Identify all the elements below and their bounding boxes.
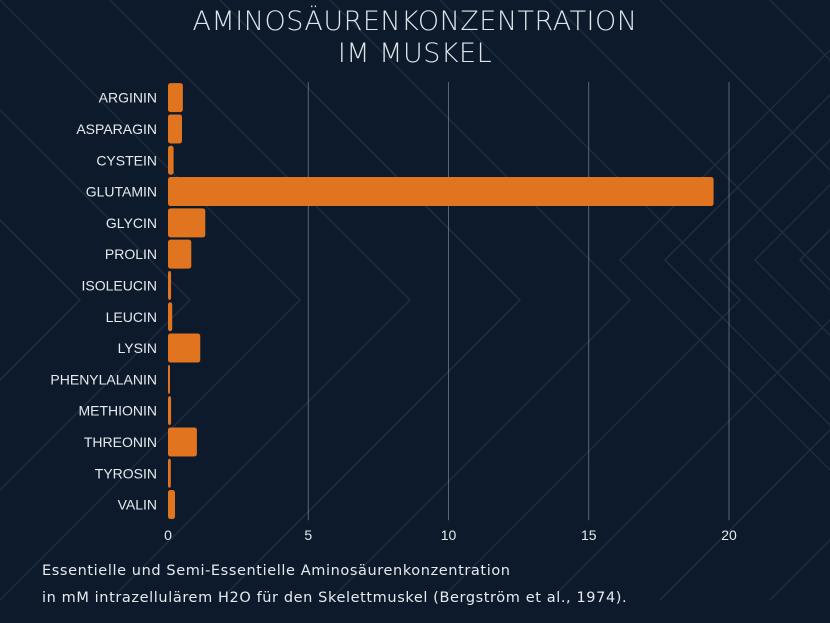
category-label: ASPARAGIN	[76, 121, 157, 137]
background-chevron	[753, 183, 830, 337]
category-label: LEUCIN	[106, 309, 157, 325]
bar-methionin	[168, 396, 172, 426]
bar-asparagin	[168, 114, 183, 144]
category-label: PHENYLALANIN	[50, 371, 157, 387]
category-label: LYSIN	[118, 340, 157, 356]
background-chevron	[549, 0, 830, 601]
background-chevron	[439, 0, 742, 601]
background-chevron	[798, 228, 830, 292]
bar-tyrosin	[168, 458, 171, 488]
bar-glycin	[168, 208, 206, 238]
chart-caption-line-2: in mM intrazellulärem H2O für den Skelet…	[42, 590, 628, 606]
x-tick-label: 20	[721, 527, 737, 543]
category-label: PROLIN	[105, 246, 157, 262]
bar-isoleucin	[168, 270, 172, 300]
background-chevron	[329, 0, 632, 601]
category-label: VALIN	[118, 497, 157, 513]
bar-phenylalanin	[168, 364, 170, 394]
category-label: GLUTAMIN	[86, 184, 157, 200]
bar-leucin	[168, 302, 173, 332]
bar-lysin	[168, 333, 201, 363]
x-tick-label: 0	[164, 527, 172, 543]
chart-title-line-1: AMINOSÄURENKONZENTRATION	[192, 6, 638, 37]
chart-title-line-2: IM MUSKEL	[337, 38, 493, 69]
background-chevron	[663, 93, 830, 427]
bar-prolin	[168, 239, 192, 269]
background-chevron	[0, 0, 302, 601]
bar-glutamin	[168, 177, 714, 207]
category-label: CYSTEIN	[96, 152, 157, 168]
category-label: THREONIN	[84, 434, 157, 450]
x-tick-label: 10	[441, 527, 457, 543]
background-chevron	[0, 218, 82, 382]
bar-valin	[168, 490, 176, 520]
chart-caption-line-1: Essentielle und Semi-Essentielle Aminosä…	[42, 563, 511, 579]
bar-threonin	[168, 427, 197, 457]
background-chevron	[0, 108, 192, 492]
bar-arginin	[168, 83, 183, 113]
background-chevron	[659, 0, 830, 601]
category-label: ISOLEUCIN	[82, 277, 157, 293]
category-label: ARGININ	[99, 90, 157, 106]
category-label: GLYCIN	[106, 215, 157, 231]
x-tick-label: 5	[304, 527, 312, 543]
x-tick-label: 15	[581, 527, 597, 543]
bar-cystein	[168, 145, 174, 175]
category-label: METHIONIN	[78, 403, 157, 419]
category-label: TYROSIN	[95, 465, 157, 481]
background-chevron	[708, 138, 830, 382]
background-chevron	[618, 48, 830, 472]
background-chevron	[109, 0, 412, 601]
background-chevron	[219, 0, 522, 601]
